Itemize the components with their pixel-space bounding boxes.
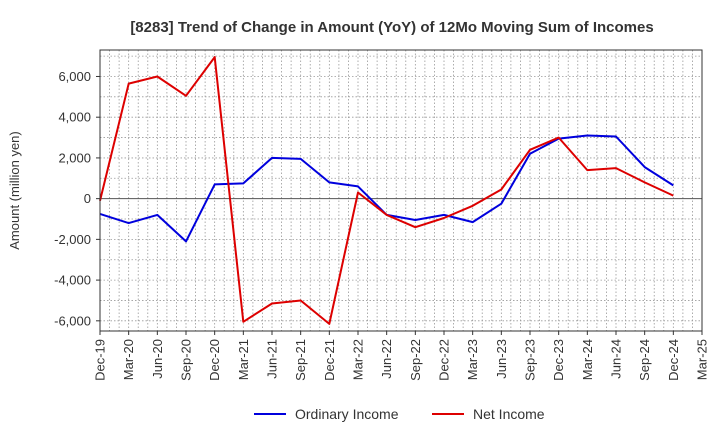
x-tick-label: Dec-19: [93, 339, 108, 381]
x-tick-label: Mar-25: [695, 339, 710, 380]
x-tick-label: Mar-20: [121, 339, 136, 380]
x-tick-label: Mar-22: [351, 339, 366, 380]
x-tick-label: Dec-23: [551, 339, 566, 381]
legend: Ordinary Income Net Income: [254, 406, 545, 422]
x-tick-label: Mar-21: [236, 339, 251, 380]
y-tick-label: -2,000: [54, 232, 91, 247]
y-tick-label: 0: [84, 191, 91, 206]
x-tick-label: Dec-21: [322, 339, 337, 381]
y-tick-label: 2,000: [58, 150, 91, 165]
x-tick-label: Sep-22: [408, 339, 423, 381]
y-tick-label: -4,000: [54, 273, 91, 288]
series: [99, 56, 674, 325]
x-tick-label: Sep-23: [523, 339, 538, 381]
x-tick-label: Sep-20: [179, 339, 194, 381]
x-tick-label: Mar-24: [580, 339, 595, 380]
grid: [100, 50, 702, 331]
x-tick-label: Dec-22: [437, 339, 452, 381]
series-line-net-income: [99, 56, 674, 325]
x-tick-label: Sep-24: [637, 339, 652, 381]
x-tick-label: Sep-21: [293, 339, 308, 381]
x-tick-label: Dec-20: [207, 339, 222, 381]
y-axis-label: Amount (million yen): [7, 131, 22, 250]
x-tick-label: Jun-24: [609, 339, 624, 379]
y-axis-ticks: -6,000 -4,000 -2,000 0 2,000 4,000 6,000: [54, 69, 100, 328]
x-axis-ticks: Dec-19 Mar-20 Jun-20 Sep-20 Dec-20 Mar-21 Jun-…: [93, 331, 710, 381]
y-tick-label: -6,000: [54, 313, 91, 328]
x-tick-label: Mar-23: [465, 339, 480, 380]
x-tick-label: Jun-23: [494, 339, 509, 379]
legend-label: Net Income: [473, 406, 545, 422]
y-tick-label: 4,000: [58, 110, 91, 125]
x-tick-label: Jun-22: [379, 339, 394, 379]
x-tick-label: Jun-21: [265, 339, 280, 379]
plot-frame: [99, 49, 703, 332]
legend-label: Ordinary Income: [295, 406, 399, 422]
y-tick-label: 6,000: [58, 69, 91, 84]
chart-title: [8283] Trend of Change in Amount (YoY) o…: [130, 19, 653, 36]
x-tick-label: Jun-20: [150, 339, 165, 379]
x-tick-label: Dec-24: [666, 339, 681, 381]
